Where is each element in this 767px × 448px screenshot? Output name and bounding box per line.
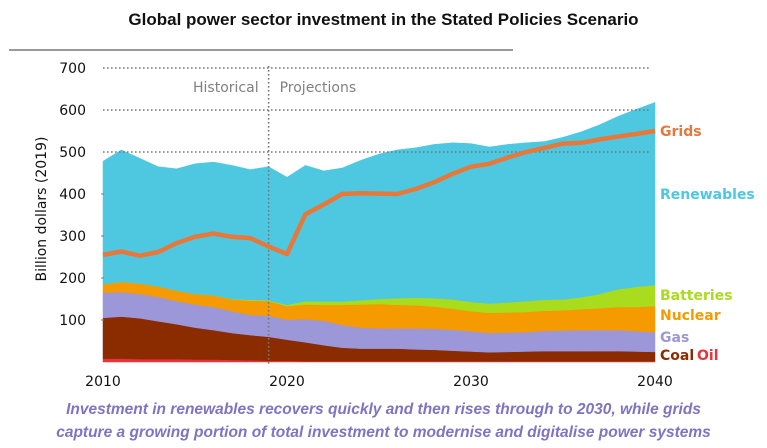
legend-oil: Oil bbox=[697, 348, 719, 364]
legend-coal: Coal bbox=[660, 348, 694, 364]
area-renewables bbox=[102, 102, 656, 306]
y-axis-label: Billion dollars (2019) bbox=[34, 137, 50, 282]
y-tick-label-700: 700 bbox=[59, 61, 86, 77]
title-divider bbox=[9, 49, 513, 51]
legend-nuclear: Nuclear bbox=[660, 308, 721, 324]
caption: Investment in renewables recovers quickl… bbox=[0, 398, 767, 444]
line-series bbox=[102, 128, 656, 258]
legend-renewables: Renewables bbox=[660, 187, 755, 203]
y-axis-ticks: 100 200 300 400 500 600 700 bbox=[59, 61, 86, 329]
y-tick-label-400: 400 bbox=[59, 187, 86, 203]
x-tick-label-2040: 2040 bbox=[637, 374, 673, 390]
y-tick-label-200: 200 bbox=[59, 271, 86, 287]
x-tick-label-2010: 2010 bbox=[85, 374, 121, 390]
caption-line-2: capture a growing portion of total inves… bbox=[56, 424, 711, 441]
projections-label: Projections bbox=[280, 80, 357, 96]
gridlines bbox=[101, 66, 651, 364]
y-tick-label-100: 100 bbox=[59, 313, 86, 329]
y-tick-label-300: 300 bbox=[59, 229, 86, 245]
caption-line-1: Investment in renewables recovers quickl… bbox=[66, 401, 701, 418]
y-tick-label-600: 600 bbox=[59, 103, 86, 119]
legend: Grids Renewables Batteries Nuclear Gas Coal Oi… bbox=[660, 124, 755, 364]
historical-label: Historical bbox=[193, 80, 259, 96]
chart-title: Global power sector investment in the St… bbox=[128, 10, 639, 29]
line-grids bbox=[102, 128, 656, 258]
legend-grids: Grids bbox=[660, 124, 702, 140]
legend-batteries: Batteries bbox=[660, 288, 733, 304]
legend-gas: Gas bbox=[660, 330, 689, 346]
y-tick-label-500: 500 bbox=[59, 145, 86, 161]
x-tick-label-2030: 2030 bbox=[453, 374, 489, 390]
x-tick-label-2020: 2020 bbox=[269, 374, 305, 390]
x-axis-ticks: 2010 2020 2030 2040 bbox=[85, 374, 673, 390]
